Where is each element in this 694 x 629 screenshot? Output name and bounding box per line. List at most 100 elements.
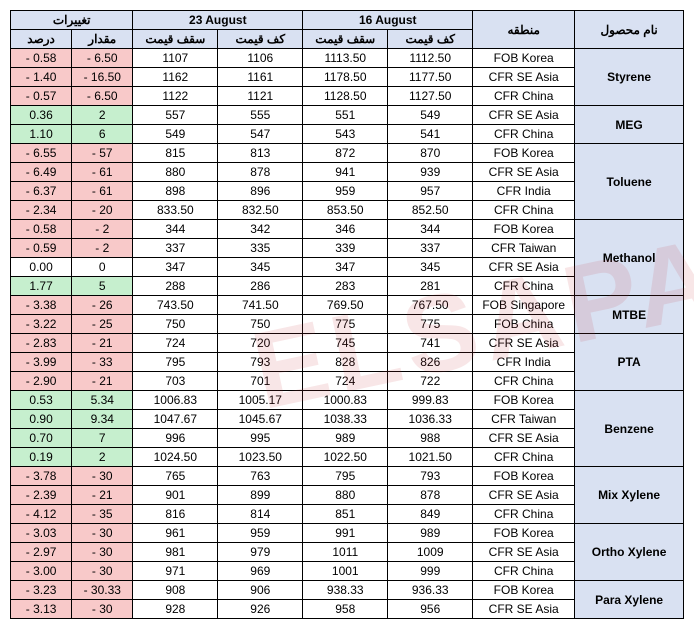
cell-region: FOB Korea [473,467,575,486]
cell-floor1: 793 [218,353,303,372]
cell-ceil1: 971 [133,562,218,581]
header-floor1: کف قیمت [218,30,303,49]
cell-ceil2: 346 [303,220,388,239]
cell-floor2: 541 [388,125,473,144]
cell-floor1: 1106 [218,49,303,68]
cell-amt: 7 [72,429,133,448]
cell-floor1: 896 [218,182,303,201]
cell-floor2: 956 [388,600,473,619]
cell-amt: 5.34 [72,391,133,410]
cell-floor1: 720 [218,334,303,353]
cell-pct: - 2.39 [11,486,72,505]
cell-region: CFR China [473,277,575,296]
cell-floor1: 763 [218,467,303,486]
cell-floor2: 852.50 [388,201,473,220]
cell-floor1: 547 [218,125,303,144]
cell-floor2: 989 [388,524,473,543]
cell-floor2: 1127.50 [388,87,473,106]
cell-product: PTA [575,334,684,391]
cell-floor1: 1121 [218,87,303,106]
cell-amt: - 35 [72,505,133,524]
cell-product: Benzene [575,391,684,467]
cell-pct: - 0.58 [11,49,72,68]
cell-floor1: 832.50 [218,201,303,220]
cell-floor2: 999 [388,562,473,581]
cell-ceil1: 928 [133,600,218,619]
table-row: 0.362557555551549CFR SE AsiaMEG [11,106,684,125]
cell-ceil1: 815 [133,144,218,163]
cell-amt: - 30 [72,524,133,543]
cell-amt: - 30 [72,467,133,486]
cell-region: FOB Korea [473,581,575,600]
cell-ceil2: 1022.50 [303,448,388,467]
header-date1: 23 August [133,11,303,30]
cell-region: CFR SE Asia [473,486,575,505]
cell-floor1: 813 [218,144,303,163]
cell-floor1: 750 [218,315,303,334]
cell-ceil2: 283 [303,277,388,296]
cell-region: FOB Korea [473,144,575,163]
cell-pct: 0.53 [11,391,72,410]
cell-amt: - 57 [72,144,133,163]
cell-floor1: 741.50 [218,296,303,315]
cell-ceil2: 551 [303,106,388,125]
cell-ceil2: 991 [303,524,388,543]
cell-region: FOB Korea [473,391,575,410]
cell-pct: - 3.23 [11,581,72,600]
cell-ceil1: 1107 [133,49,218,68]
cell-region: CFR Taiwan [473,239,575,258]
cell-region: CFR SE Asia [473,106,575,125]
cell-pct: - 3.13 [11,600,72,619]
header-amount: مقدار [72,30,133,49]
header-pct: درصد [11,30,72,49]
cell-ceil1: 898 [133,182,218,201]
cell-ceil1: 750 [133,315,218,334]
cell-product: MTBE [575,296,684,334]
cell-floor2: 722 [388,372,473,391]
cell-floor1: 878 [218,163,303,182]
cell-floor1: 701 [218,372,303,391]
cell-product: Para Xylene [575,581,684,619]
cell-floor1: 969 [218,562,303,581]
cell-floor2: 337 [388,239,473,258]
cell-product: Mix Xylene [575,467,684,524]
cell-floor1: 335 [218,239,303,258]
cell-ceil1: 344 [133,220,218,239]
cell-pct: 0.90 [11,410,72,429]
cell-pct: - 2.83 [11,334,72,353]
cell-floor2: 988 [388,429,473,448]
cell-ceil2: 941 [303,163,388,182]
cell-pct: - 3.78 [11,467,72,486]
cell-amt: 2 [72,448,133,467]
table-row: - 3.23- 30.33908906938.33936.33FOB Korea… [11,581,684,600]
cell-floor1: 814 [218,505,303,524]
cell-floor2: 741 [388,334,473,353]
cell-region: CFR SE Asia [473,258,575,277]
cell-region: CFR China [473,372,575,391]
cell-region: FOB Korea [473,49,575,68]
cell-ceil2: 958 [303,600,388,619]
table-header: تغییرات 23 August 16 August منطقه نام مح… [11,11,684,49]
cell-ceil2: 872 [303,144,388,163]
cell-ceil2: 853.50 [303,201,388,220]
cell-ceil2: 724 [303,372,388,391]
cell-region: FOB Korea [473,524,575,543]
cell-ceil2: 745 [303,334,388,353]
cell-amt: - 2 [72,239,133,258]
cell-ceil2: 775 [303,315,388,334]
cell-amt: - 30 [72,543,133,562]
header-ceil1: سقف قیمت [133,30,218,49]
cell-amt: - 2 [72,220,133,239]
cell-ceil1: 961 [133,524,218,543]
cell-product: MEG [575,106,684,144]
cell-floor1: 555 [218,106,303,125]
cell-ceil2: 795 [303,467,388,486]
cell-amt: - 20 [72,201,133,220]
cell-ceil2: 543 [303,125,388,144]
cell-region: CFR SE Asia [473,543,575,562]
cell-floor1: 1045.67 [218,410,303,429]
header-ceil2: سقف قیمت [303,30,388,49]
cell-ceil2: 347 [303,258,388,277]
cell-amt: - 26 [72,296,133,315]
cell-pct: 0.00 [11,258,72,277]
